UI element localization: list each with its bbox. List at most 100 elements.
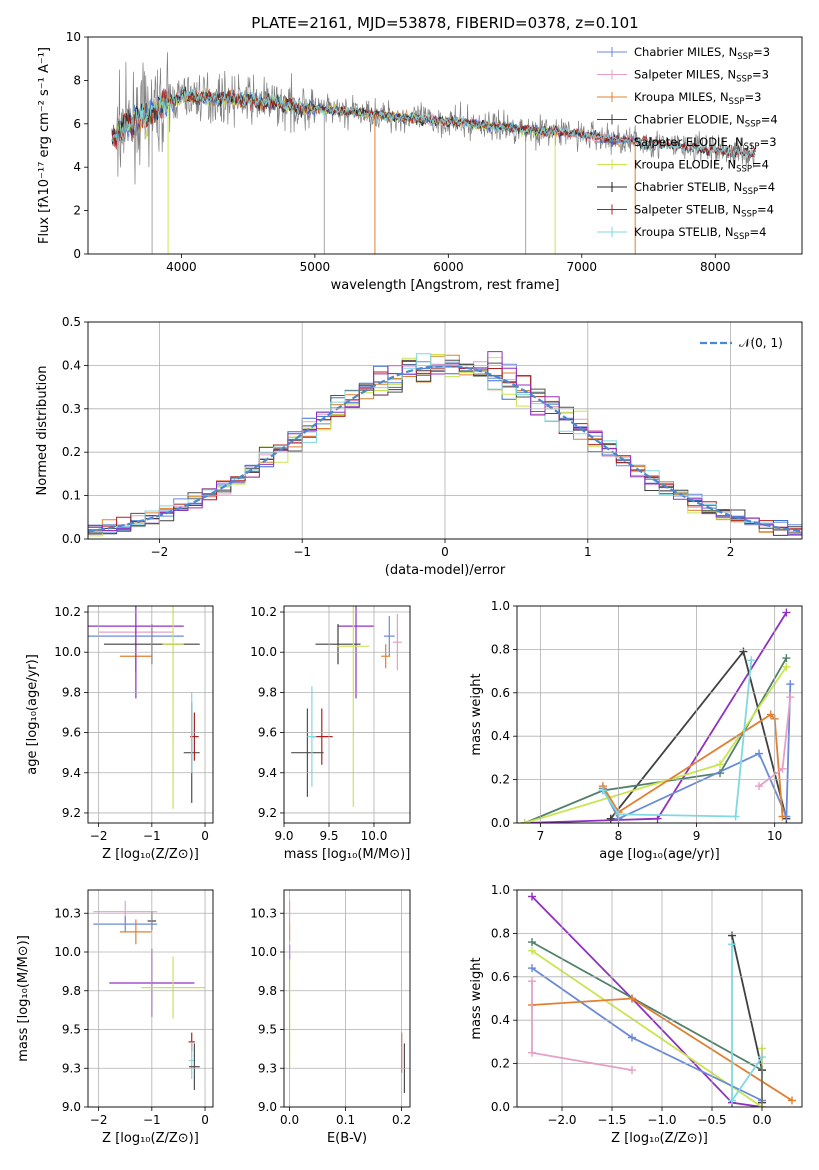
weight-marker	[778, 812, 787, 821]
y-tick-label: 9.6	[258, 726, 277, 740]
weight-series-3	[531, 967, 763, 1102]
x-tick-label: −1.0	[647, 1113, 676, 1127]
mass-weight-vs-age-y-axis-label: mass weight	[469, 673, 484, 755]
y-tick-label: 10.0	[54, 945, 81, 959]
weight-marker	[528, 964, 536, 973]
residuals-chart: −2 −1 0 1 2 0.0 0.1 0.2 0.3 0.4 0.5 (data-model)/er…	[35, 315, 803, 578]
legend-label: Kroupa STELIB, NSSP=4	[634, 225, 766, 242]
x-tick-label: 10	[767, 829, 782, 843]
weight-series-7	[731, 944, 763, 1104]
x-tick-label: 0.1	[336, 1113, 355, 1127]
weight-marker	[778, 764, 787, 773]
data-point	[119, 919, 152, 945]
y-tick-label: 10.0	[250, 645, 277, 659]
mass-vs-z-x-axis-label: Z [log₁₀(Z/Z⊙)]	[102, 1131, 199, 1146]
y-tick-label: 9.5	[62, 1023, 81, 1037]
spectrum-y-axis-label: Flux [fλ10⁻¹⁷ erg cm⁻² s⁻¹ A⁻¹]	[37, 47, 52, 244]
data-point	[291, 708, 324, 797]
mass-vs-ebv-chart: 0.0 0.1 0.2 9.0 9.3 9.5 9.8 10.0 10.3 E(B-V)	[250, 889, 411, 1146]
weight-marker	[628, 994, 636, 1003]
mass-vs-ebv-x-axis-label: E(B-V)	[327, 1131, 367, 1146]
legend-text: Salpeter ELODIE, N	[634, 135, 744, 149]
mass-weight-vs-age-chart: 7 8 9 10 0.0 0.2 0.4 0.6 0.8 1.0 age [log₁₀(age/yr…	[469, 599, 803, 862]
y-tick-label: 0.6	[491, 686, 510, 700]
legend-text: =3	[753, 45, 770, 59]
legend-item: Chabrier STELIB, NSSP=4	[597, 180, 775, 197]
x-tick-label: 6000	[433, 260, 464, 274]
weight-marker	[528, 938, 536, 947]
legend-subscript: SSP	[742, 187, 758, 197]
y-tick-label: 10.2	[250, 605, 277, 619]
weight-marker	[728, 940, 736, 949]
y-tick-label: 1.0	[491, 883, 510, 897]
legend-label: 𝒩(0, 1)	[739, 336, 783, 350]
age-vs-z-y-axis-label: age [log₁₀(age/yr)]	[25, 654, 40, 775]
legend-text: =3	[744, 90, 761, 104]
y-tick-label: 9.2	[62, 806, 81, 820]
legend-item: Kroupa STELIB, NSSP=4	[597, 225, 766, 242]
x-tick-label: 9.0	[274, 829, 293, 843]
model-spectrum-8	[111, 89, 756, 159]
weight-marker	[520, 819, 529, 823]
y-tick-label: 0.8	[491, 642, 510, 656]
data-point	[88, 606, 184, 699]
weight-marker	[528, 892, 536, 901]
y-tick-label: 9.8	[62, 685, 81, 699]
x-tick-label: 8000	[700, 260, 731, 274]
legend-item: Chabrier ELODIE, NSSP=4	[597, 113, 778, 130]
axes-frame	[87, 321, 803, 540]
y-tick-label: 9.0	[258, 1100, 277, 1114]
y-tick-label: 0.2	[491, 1057, 510, 1071]
legend-item: Salpeter ELODIE, NSSP=3	[597, 135, 777, 152]
y-tick-label: 1.0	[491, 599, 510, 613]
age-vs-z-x-axis-label: Z [log₁₀(Z/Z⊙)]	[102, 847, 199, 862]
legend-label: Kroupa ELODIE, NSSP=4	[634, 158, 769, 175]
legend-text: =4	[757, 203, 774, 217]
weight-series-1	[531, 941, 763, 1071]
data-point	[141, 956, 206, 1019]
axes-frame	[516, 889, 803, 1108]
legend-label: Chabrier MILES, NSSP=3	[634, 45, 770, 62]
y-tick-label: 9.2	[258, 806, 277, 820]
data-point	[189, 1041, 195, 1080]
legend-subscript: SSP	[745, 120, 761, 130]
y-tick-label: 0.0	[491, 1100, 510, 1114]
weight-series-7	[602, 660, 753, 818]
weight-series-3	[524, 666, 788, 823]
legend-text: Salpeter STELIB, N	[634, 203, 741, 217]
weight-marker	[528, 1048, 536, 1057]
x-tick-label: 2	[727, 545, 735, 559]
age-vs-mass-x-axis-label: mass [log₁₀(M/M⊙)]	[284, 847, 411, 862]
x-tick-label: −2	[90, 829, 108, 843]
axes-frame	[87, 889, 214, 1108]
axes-frame	[87, 605, 214, 824]
weight-marker	[731, 812, 740, 821]
axes-frame	[516, 605, 803, 824]
weight-marker	[766, 710, 775, 719]
legend-text: Chabrier MILES, N	[634, 45, 737, 59]
weight-marker	[747, 656, 756, 665]
data-point	[338, 606, 374, 699]
y-tick-label: 0.8	[491, 926, 510, 940]
y-tick-label: 0	[73, 247, 81, 261]
weight-marker	[728, 931, 736, 940]
y-tick-label: 10	[66, 30, 81, 44]
mass-vs-z-chart: −2 −1 0 9.0 9.3 9.5 9.8 10.0 10.3 Z [log₁₀(Z/Z⊙)]…	[16, 889, 214, 1146]
y-tick-label: 9.4	[258, 766, 277, 780]
weight-marker	[598, 786, 607, 795]
data-point	[392, 614, 402, 671]
weight-series-2	[524, 657, 788, 823]
axes-frame	[283, 889, 411, 1108]
legend-text: =4	[761, 113, 778, 127]
y-tick-label: 9.8	[62, 984, 81, 998]
mass-weight-vs-age-plot-area	[520, 608, 795, 823]
y-tick-label: 0.4	[491, 1013, 510, 1027]
y-tick-label: 0.4	[491, 729, 510, 743]
weight-series-5	[602, 713, 784, 817]
x-tick-label: 0.2	[392, 1113, 411, 1127]
y-tick-label: 9.8	[258, 984, 277, 998]
legend-text: =3	[752, 68, 769, 82]
x-tick-label: 5000	[300, 260, 331, 274]
mass-vs-ebv-plot-area	[289, 900, 405, 1094]
y-tick-label: 0.2	[62, 445, 81, 459]
